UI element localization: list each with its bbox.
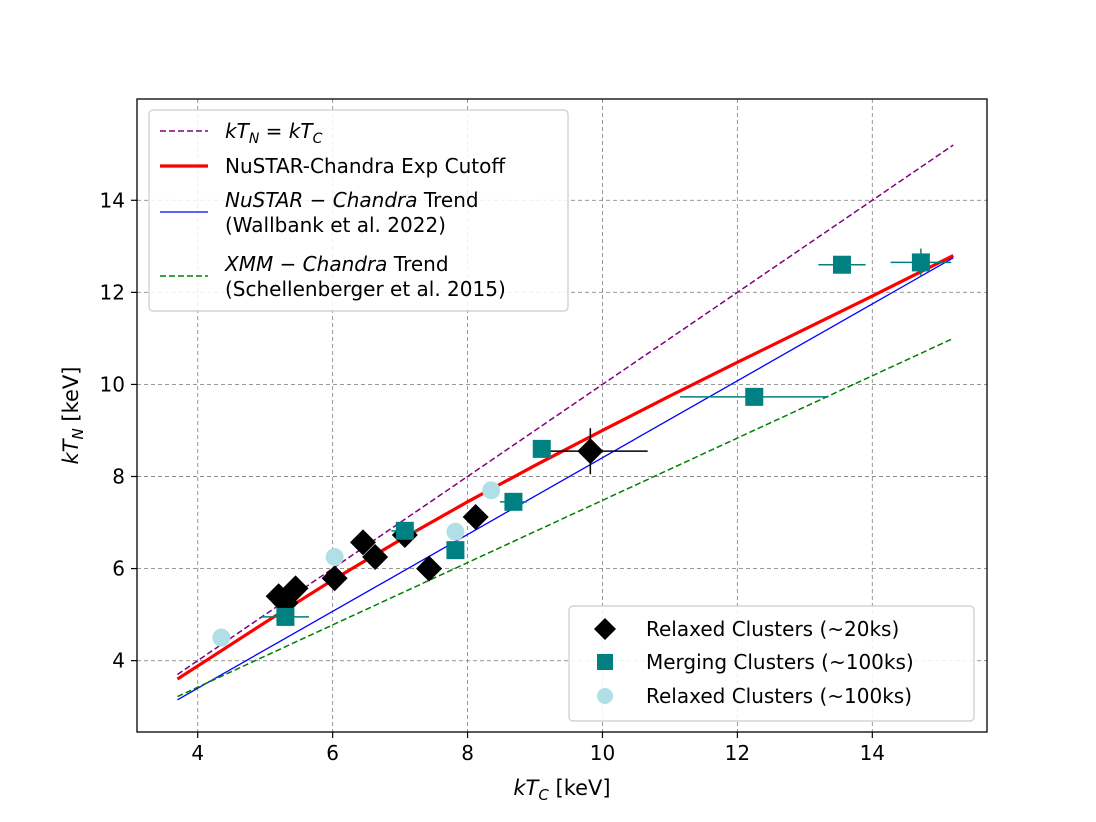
point-relaxed20-2 xyxy=(282,575,309,602)
xtick-label-1: 6 xyxy=(326,741,339,765)
ytick-label-4: 12 xyxy=(100,280,125,304)
x-axis-label: kTC [keV] xyxy=(513,776,610,804)
point-relaxed20-3 xyxy=(321,565,348,592)
trend-line-2 xyxy=(177,257,954,701)
legend-lr-marker-1 xyxy=(597,654,613,670)
data-points xyxy=(212,248,952,647)
point-merging-7 xyxy=(911,253,930,272)
y-axis-label: kTN [keV] xyxy=(59,367,87,465)
legend-ul-label-3-a: XMM − Chandra Trend xyxy=(224,252,449,276)
point-merging-0 xyxy=(276,607,295,626)
point-merging-5 xyxy=(745,387,764,406)
legend-lr-label-2: Relaxed Clusters (~100ks) xyxy=(646,684,912,708)
trend-line-0 xyxy=(177,144,954,676)
point-merging-2 xyxy=(446,541,465,560)
trend-line-1 xyxy=(176,254,954,681)
legend-ul-label-2-b: (Wallbank et al. 2022) xyxy=(225,213,446,237)
plot-frame xyxy=(136,98,988,733)
trend-line-3 xyxy=(177,337,954,698)
point-relaxed100-1 xyxy=(325,548,344,567)
ytick-label-1: 6 xyxy=(112,557,125,581)
ytick-label-2: 8 xyxy=(112,464,125,488)
axis-labels: kTC [keV] kTN [keV] xyxy=(59,367,611,805)
axis-ticks: 4 6 8 10 12 14 4 6 8 10 12 14 xyxy=(100,188,885,765)
xtick-label-3: 10 xyxy=(590,741,615,765)
legend-ul-label-0: kTN = kTC xyxy=(225,119,323,147)
legend-ul-frame xyxy=(148,109,569,312)
ytick-label-3: 10 xyxy=(100,372,125,396)
legend-lr-frame xyxy=(568,605,975,722)
legend-ul-label-2-a: NuSTAR − Chandra Trend xyxy=(225,188,479,212)
point-relaxed20-8 xyxy=(462,504,489,531)
legend-lr-marker-0 xyxy=(594,618,616,640)
legend-lr-marker-2 xyxy=(597,688,613,704)
legend-lower-right: Relaxed Clusters (~20ks) Merging Clusters… xyxy=(568,605,975,722)
ytick-label-5: 14 xyxy=(100,188,125,212)
legend-ul-label-1: NuSTAR-Chandra Exp Cutoff xyxy=(225,154,506,178)
point-relaxed20-4 xyxy=(349,529,376,556)
xtick-label-2: 8 xyxy=(461,741,474,765)
point-relaxed100-2 xyxy=(446,522,465,541)
point-merging-6 xyxy=(832,255,851,274)
point-relaxed20-7 xyxy=(416,555,443,582)
legend-lr-label-0: Relaxed Clusters (~20ks) xyxy=(646,617,899,641)
xtick-label-4: 12 xyxy=(725,741,750,765)
trend-lines xyxy=(176,144,954,701)
point-merging-4 xyxy=(532,439,551,458)
legend-ul-label-3-b: (Schellenberger et al. 2015) xyxy=(225,277,506,301)
point-merging-3 xyxy=(504,492,523,511)
point-relaxed100-3 xyxy=(482,481,501,500)
ytick-label-0: 4 xyxy=(112,649,125,673)
point-relaxed20-5 xyxy=(362,544,389,571)
point-relaxed20-9 xyxy=(577,438,604,465)
legend-upper-left: kTN = kTC NuSTAR-Chandra Exp Cutoff NuSTAR… xyxy=(148,109,569,312)
point-merging-1 xyxy=(395,521,414,540)
xtick-label-0: 4 xyxy=(191,741,204,765)
point-relaxed100-0 xyxy=(212,628,231,647)
xtick-label-5: 14 xyxy=(860,741,885,765)
legend-lr-label-1: Merging Clusters (~100ks) xyxy=(646,650,914,674)
